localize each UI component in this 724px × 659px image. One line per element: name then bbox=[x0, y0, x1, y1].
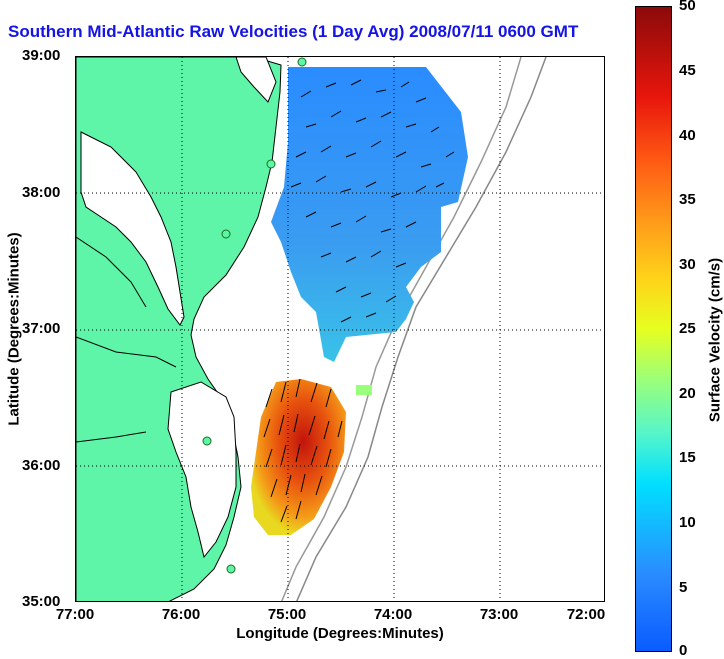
y-axis-label: Latitude (Degrees:Minutes) bbox=[5, 232, 23, 426]
colorbar-tick: 45 bbox=[679, 62, 696, 79]
y-tick-label: 36:00 bbox=[22, 457, 61, 474]
colorbar bbox=[635, 6, 672, 652]
map-graphic bbox=[76, 57, 604, 601]
x-tick-label: 77:00 bbox=[55, 606, 95, 623]
bathymetry-contour bbox=[296, 57, 547, 601]
velocity-arrows-north bbox=[290, 79, 455, 323]
velocity-map bbox=[75, 56, 605, 602]
x-tick-label: 75:00 bbox=[267, 606, 307, 623]
colorbar-tick: 35 bbox=[679, 191, 696, 208]
colorbar-label: Surface Velocity (cm/s) bbox=[706, 257, 724, 423]
colorbar-tick: 30 bbox=[679, 256, 696, 273]
velocity-patch-north bbox=[271, 67, 468, 362]
river-2 bbox=[76, 336, 177, 368]
delaware-bay bbox=[235, 57, 277, 103]
velocity-patch-south bbox=[251, 379, 346, 535]
y-tick-label: 35:00 bbox=[22, 593, 61, 610]
radar-stations bbox=[202, 57, 307, 574]
y-tick-label: 39:00 bbox=[22, 47, 61, 64]
colorbar-tick: 50 bbox=[679, 0, 696, 14]
colorbar-tick: 25 bbox=[679, 320, 696, 337]
map-title: Southern Mid-Atlantic Raw Velocities (1 … bbox=[8, 22, 579, 41]
colorbar-tick: 5 bbox=[679, 579, 688, 596]
chesapeake-bay bbox=[80, 131, 185, 326]
y-tick-label: 38:00 bbox=[22, 184, 61, 201]
velocity-patch-small bbox=[356, 385, 372, 395]
x-tick-label: 72:00 bbox=[566, 606, 606, 623]
y-tick-label: 37:00 bbox=[22, 320, 61, 337]
x-tick-label: 74:00 bbox=[373, 606, 413, 623]
x-axis-label: Longitude (Degrees:Minutes) bbox=[236, 625, 444, 642]
colorbar-tick: 20 bbox=[679, 385, 696, 402]
bathymetry-contour bbox=[281, 57, 522, 601]
colorbar-tick: 0 bbox=[679, 642, 688, 659]
colorbar-tick: 40 bbox=[679, 127, 696, 144]
colorbar-tick: 10 bbox=[679, 514, 696, 531]
sound-water bbox=[167, 381, 237, 559]
colorbar-tick: 15 bbox=[679, 449, 696, 466]
river-1 bbox=[76, 236, 147, 308]
x-tick-label: 76:00 bbox=[161, 606, 201, 623]
land-mass bbox=[76, 57, 282, 601]
river-3 bbox=[76, 431, 147, 443]
x-tick-label: 73:00 bbox=[479, 606, 519, 623]
graticule bbox=[76, 57, 604, 601]
